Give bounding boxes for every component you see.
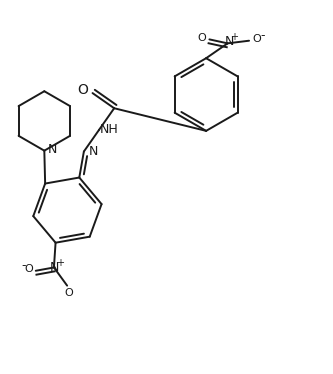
Text: N: N <box>50 261 59 274</box>
Text: O: O <box>253 34 261 44</box>
Text: -: - <box>21 259 25 272</box>
Text: -: - <box>260 29 264 42</box>
Text: N: N <box>225 35 234 48</box>
Text: O: O <box>25 264 34 274</box>
Text: O: O <box>198 33 206 43</box>
Text: N: N <box>89 145 99 158</box>
Text: +: + <box>230 32 238 42</box>
Text: +: + <box>56 258 64 267</box>
Text: O: O <box>65 288 74 298</box>
Text: N: N <box>48 142 57 156</box>
Text: O: O <box>77 83 88 98</box>
Text: NH: NH <box>100 123 118 136</box>
